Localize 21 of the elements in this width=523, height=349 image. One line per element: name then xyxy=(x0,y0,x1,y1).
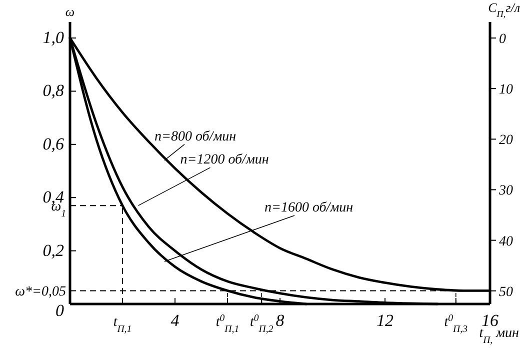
y2-tick-label: 10 xyxy=(499,82,513,98)
y-axis-title: ω xyxy=(65,4,75,20)
annotation: n=800 об/мин xyxy=(154,129,236,144)
y-tick-label: 1,0 xyxy=(42,28,64,47)
y-tick-label: 0,8 xyxy=(42,81,64,100)
y2-tick-label: 40 xyxy=(499,234,513,250)
y2-tick-label: 30 xyxy=(498,184,513,199)
x-tick-label: 4 xyxy=(170,311,180,330)
y2-tick-label: 0 xyxy=(499,32,506,48)
y-tick-label: 0 xyxy=(56,301,64,320)
y2-tick-label: 20 xyxy=(499,133,513,148)
x-tick-label: 12 xyxy=(376,311,394,330)
y-tick-label: 0,2 xyxy=(42,240,64,260)
annotation: t$_{П,1}$ xyxy=(113,315,132,334)
annotation: n=1200 об/мин xyxy=(180,152,269,168)
y2-axis-title: C$_{П,}$г/л xyxy=(488,0,520,20)
y2-tick-label: 50 xyxy=(499,284,513,300)
annotation: ω*=0,05 xyxy=(15,284,66,300)
y-tick-label: 0,6 xyxy=(42,134,64,154)
x-tick-label: 8 xyxy=(276,311,285,330)
annotation: n=1600 об/мин xyxy=(264,200,354,216)
